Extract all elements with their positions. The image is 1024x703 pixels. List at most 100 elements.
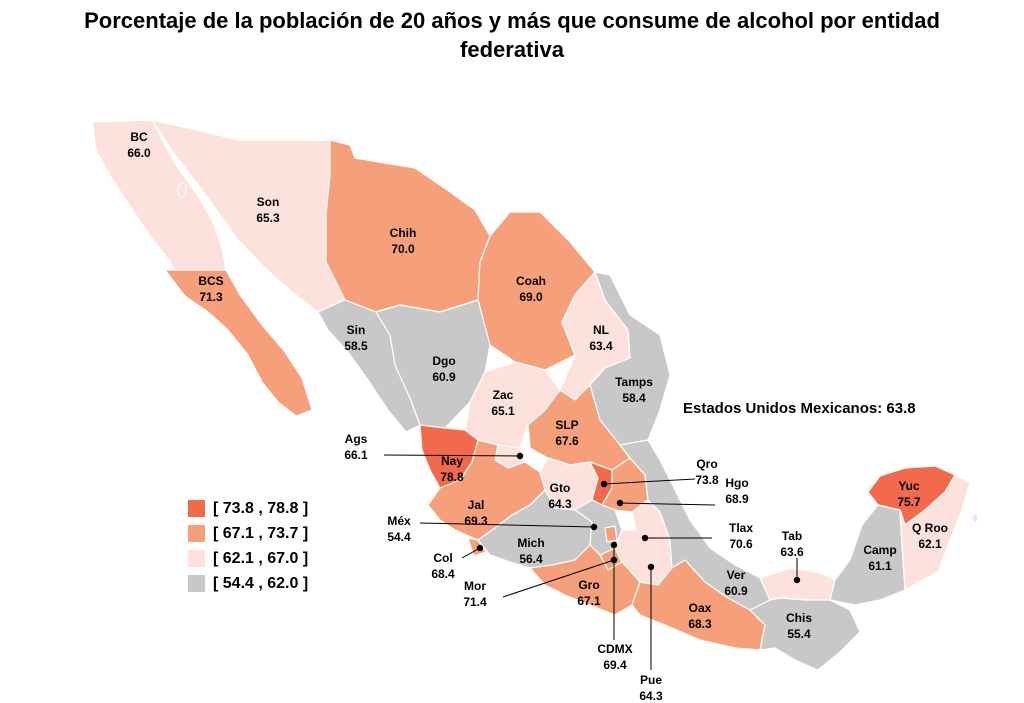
- label-slp: SLP 67.6: [555, 418, 579, 448]
- svg-text:56.4: 56.4: [519, 552, 543, 566]
- label-col: Col 68.4: [431, 551, 455, 581]
- label-gto: Gto 64.3: [548, 481, 572, 511]
- dot-qro: [600, 480, 608, 488]
- leader-ags: [383, 454, 521, 457]
- label-tlax: Tlax 70.6: [729, 521, 753, 551]
- svg-text:Coah: Coah: [516, 274, 546, 288]
- map-title: Porcentaje de la población de 20 años y …: [84, 8, 940, 62]
- label-tab: Tab 63.6: [780, 529, 804, 559]
- svg-text:68.9: 68.9: [725, 492, 749, 506]
- label-son: Son 65.3: [256, 195, 280, 225]
- svg-text:Q Roo: Q Roo: [912, 521, 948, 535]
- svg-text:69.4: 69.4: [603, 658, 627, 672]
- legend-item: [ 67.1 , 73.7 ]: [188, 521, 308, 546]
- label-gro: Gro 67.1: [577, 578, 601, 608]
- dot-mex: [590, 523, 598, 531]
- svg-text:68.4: 68.4: [431, 567, 455, 581]
- label-bcs: BCS 71.3: [198, 274, 223, 304]
- svg-text:Gto: Gto: [550, 481, 571, 495]
- svg-text:69.0: 69.0: [519, 290, 543, 304]
- svg-text:75.7: 75.7: [897, 495, 921, 509]
- island-cozumel: [971, 512, 979, 524]
- legend-swatch: [188, 525, 205, 542]
- legend-label: [ 73.8 , 78.8 ]: [213, 499, 309, 517]
- svg-text:63.4: 63.4: [589, 339, 613, 353]
- label-yuc: Yuc 75.7: [897, 479, 921, 509]
- legend-swatch: [188, 500, 205, 517]
- svg-text:62.1: 62.1: [918, 537, 942, 551]
- svg-text:64.3: 64.3: [639, 689, 663, 703]
- label-mor: Mor 71.4: [463, 579, 487, 609]
- svg-text:Chih: Chih: [390, 226, 417, 240]
- label-chis: Chis 55.4: [786, 611, 812, 641]
- svg-text:Camp: Camp: [863, 543, 896, 557]
- label-camp: Camp 61.1: [863, 543, 896, 573]
- legend-label: [ 54.4 , 62.0 ]: [213, 574, 309, 592]
- state-qroo: [899, 474, 971, 591]
- leader-mex: [419, 522, 595, 528]
- legend-item: [ 54.4 , 62.0 ]: [188, 571, 308, 596]
- legend-label: [ 67.1 , 73.7 ]: [213, 524, 309, 542]
- label-oax: Oax 68.3: [688, 601, 712, 631]
- leader-mor: [502, 559, 615, 598]
- svg-text:65.3: 65.3: [256, 211, 280, 225]
- label-ags: Ags 66.1: [344, 432, 368, 462]
- label-bc: BC 66.0: [127, 130, 151, 160]
- state-bcs: [164, 269, 313, 417]
- leader-qro: [603, 478, 696, 485]
- label-nl: NL 63.4: [589, 323, 613, 353]
- leader-hgo: [619, 502, 716, 506]
- svg-text:Jal: Jal: [468, 498, 485, 512]
- label-ver: Ver 60.9: [724, 568, 748, 598]
- svg-text:60.9: 60.9: [724, 584, 748, 598]
- label-dgo: Dgo 60.9: [432, 354, 456, 384]
- svg-text:Col: Col: [433, 551, 452, 565]
- leader-col: [461, 547, 481, 559]
- svg-text:58.5: 58.5: [344, 339, 368, 353]
- label-hgo: Hgo 68.9: [725, 476, 749, 506]
- dot-col: [476, 544, 484, 552]
- svg-text:61.1: 61.1: [868, 559, 892, 573]
- svg-text:67.1: 67.1: [577, 594, 601, 608]
- svg-text:Pue: Pue: [640, 673, 662, 687]
- legend: [ 73.8 , 78.8 ] [ 67.1 , 73.7 ] [ 62.1 ,…: [188, 496, 308, 596]
- svg-text:64.3: 64.3: [548, 497, 572, 511]
- svg-text:70.6: 70.6: [729, 537, 753, 551]
- svg-text:Méx: Méx: [387, 514, 411, 528]
- svg-text:68.3: 68.3: [688, 617, 712, 631]
- svg-text:Sin: Sin: [347, 323, 366, 337]
- dot-tlax: [641, 534, 649, 542]
- national-average-label: Estados Unidos Mexicanos: 63.8: [683, 400, 916, 417]
- svg-text:Oax: Oax: [689, 601, 712, 615]
- svg-text:73.8: 73.8: [695, 473, 719, 487]
- svg-text:NL: NL: [593, 323, 609, 337]
- svg-text:63.6: 63.6: [780, 545, 804, 559]
- dot-tab: [793, 576, 801, 584]
- label-nay: Nay 78.8: [440, 454, 464, 484]
- svg-text:55.4: 55.4: [787, 627, 811, 641]
- label-pue: Pue 64.3: [639, 673, 663, 703]
- state-cdmx: [604, 525, 618, 543]
- label-sin: Sin 58.5: [344, 323, 368, 353]
- label-coah: Coah 69.0: [516, 274, 546, 304]
- state-gro: [529, 544, 641, 616]
- svg-text:58.4: 58.4: [622, 391, 646, 405]
- label-tamps: Tamps 58.4: [615, 375, 653, 405]
- svg-text:BCS: BCS: [198, 274, 223, 288]
- svg-text:Tab: Tab: [782, 529, 802, 543]
- svg-text:Qro: Qro: [696, 457, 717, 471]
- svg-text:66.1: 66.1: [344, 448, 368, 462]
- svg-text:BC: BC: [130, 130, 148, 144]
- svg-text:Nay: Nay: [441, 454, 463, 468]
- label-jal: Jal 69.3: [464, 498, 488, 528]
- legend-label: [ 62.1 , 67.0 ]: [213, 549, 309, 567]
- svg-text:Zac: Zac: [493, 388, 514, 402]
- legend-item: [ 73.8 , 78.8 ]: [188, 496, 308, 521]
- svg-text:70.0: 70.0: [391, 242, 415, 256]
- svg-text:Dgo: Dgo: [432, 354, 455, 368]
- svg-text:SLP: SLP: [555, 418, 578, 432]
- svg-text:71.4: 71.4: [463, 595, 487, 609]
- svg-text:60.9: 60.9: [432, 370, 456, 384]
